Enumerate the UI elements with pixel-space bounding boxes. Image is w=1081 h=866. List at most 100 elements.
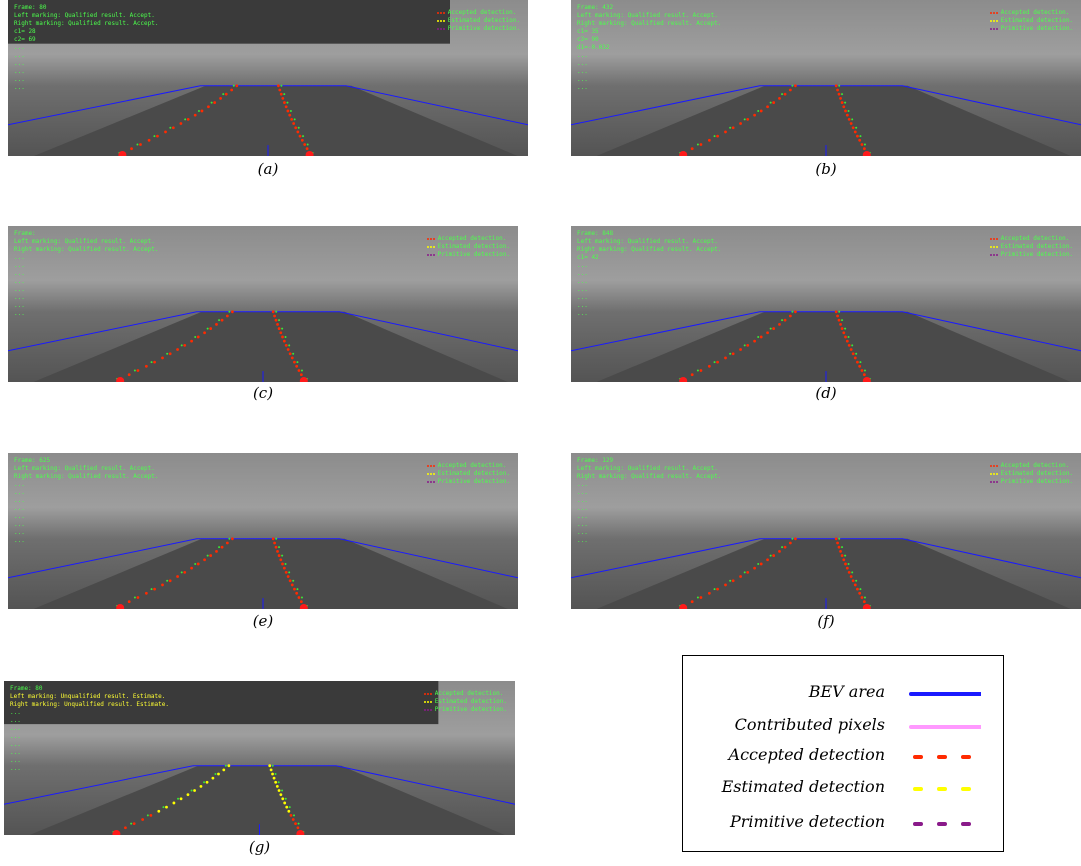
overlay-line: ... <box>14 521 25 528</box>
overpass <box>8 0 450 44</box>
frame-legend-label: Primitive detection. <box>437 251 510 258</box>
frame-legend-label: Estimated detection. <box>434 698 507 705</box>
detection-dot <box>753 339 756 343</box>
detection-dot <box>290 117 294 121</box>
detection-dot <box>295 364 299 368</box>
detection-dot <box>690 600 694 604</box>
frame-legend-label: Estimated detection. <box>447 17 520 24</box>
detection-dot <box>193 789 196 792</box>
detection-dot <box>842 331 846 335</box>
legend-dots <box>426 246 435 248</box>
detection-dot <box>219 96 222 100</box>
overlay-line: ... <box>577 497 588 504</box>
road-scene <box>8 537 518 609</box>
detection-dot <box>853 130 857 134</box>
detection-dot <box>766 331 769 335</box>
detection-dot <box>699 143 703 146</box>
primitive-dot <box>713 135 716 138</box>
legend-row: BEV area <box>683 682 1003 706</box>
legend-row: Accepted detection <box>683 745 1003 769</box>
frame-legend-row: Estimated detection. <box>426 470 510 478</box>
detection-dot <box>837 318 841 322</box>
primitive-dot <box>206 327 209 330</box>
detection-dot <box>778 322 781 326</box>
primitive-dot <box>289 109 292 112</box>
frame-legend-label: Estimated detection. <box>1000 17 1073 24</box>
detection-dot <box>783 545 787 549</box>
primitive-dot <box>838 84 841 87</box>
detection-dot <box>272 776 276 780</box>
detection-dot <box>183 343 187 347</box>
legend-dots <box>989 28 998 30</box>
overlay-line: ... <box>14 505 25 512</box>
legend-dots <box>423 701 432 703</box>
overlay-line: ... <box>10 733 21 740</box>
primitive-dot <box>729 126 732 129</box>
detection-dot <box>699 369 703 372</box>
detection-dot <box>222 768 226 772</box>
detection-dot <box>858 138 862 142</box>
frame-legend-row: Estimated detection. <box>989 470 1073 478</box>
primitive-dot <box>281 327 284 330</box>
primitive-dot <box>271 764 274 767</box>
detection-dot <box>156 134 159 138</box>
detection-dot <box>294 822 297 826</box>
detection-dot <box>853 356 857 360</box>
overlay-line: c2= 69 <box>14 36 36 43</box>
frame-legend-overlay: Accepted detection. Estimated detection. P… <box>989 462 1073 486</box>
panel-caption: (e) <box>252 612 274 630</box>
primitive-dot <box>791 84 794 87</box>
primitive-dot <box>278 319 281 322</box>
bev-area-line <box>571 85 1081 126</box>
overlay-line: ... <box>577 537 588 544</box>
detection-dot <box>127 373 131 377</box>
overlay-line: ... <box>14 270 25 277</box>
frame-info-overlay: Frame: 625 Left marking: Qualified result… <box>14 457 159 545</box>
overlay-line: Left marking: Qualified result. Accept. <box>14 12 155 19</box>
frame-legend-overlay: Accepted detection. Estimated detection. P… <box>436 9 520 33</box>
primitive-dot <box>288 344 291 347</box>
detection-dot <box>739 122 742 125</box>
frame-legend-label: Primitive detection. <box>447 25 520 32</box>
detection-dot <box>299 373 303 377</box>
detection-dot <box>844 109 847 113</box>
detection-dot <box>766 105 769 109</box>
overlay-line: Left marking: Qualified result. Accept. <box>14 465 155 472</box>
lane-base-marker <box>862 377 871 382</box>
detection-dot <box>127 600 131 604</box>
primitive-dot <box>847 109 850 112</box>
frame-legend-label: Accepted detection. <box>1000 235 1070 242</box>
primitive-dot <box>228 537 231 540</box>
legend-dots <box>989 20 998 22</box>
detection-dot <box>772 554 776 557</box>
road-surface <box>33 538 508 609</box>
detection-dot <box>231 310 234 314</box>
detection-dot <box>281 562 284 566</box>
detection-dot <box>144 364 148 368</box>
overlay-line: ... <box>10 749 21 756</box>
detection-dot <box>196 562 200 566</box>
detection-dot <box>278 88 282 92</box>
detection-dot <box>840 554 844 557</box>
overlay-line: ... <box>577 513 588 520</box>
road-surface <box>596 538 1071 609</box>
detection-dot <box>788 541 792 545</box>
primitive-dot <box>300 369 303 372</box>
overlay-line: ... <box>14 537 25 544</box>
frame-legend-row: Primitive detection. <box>436 25 520 33</box>
primitive-dot <box>855 579 858 582</box>
overlay-line: ... <box>14 68 25 75</box>
primitive-dot <box>218 319 221 322</box>
primitive-dot <box>292 352 295 355</box>
detection-dot <box>190 339 193 343</box>
primitive-dot <box>297 822 300 825</box>
primitive-dot <box>150 361 153 364</box>
panel-b: Frame: 432 Left marking: Qualified result… <box>571 0 1081 182</box>
primitive-dot <box>696 143 699 146</box>
overlay-line: ... <box>14 278 25 285</box>
primitive-dot <box>210 101 213 104</box>
bev-area-line <box>571 538 1081 579</box>
lane-base-marker <box>862 151 871 156</box>
overlay-line: d1=-0.032 <box>577 44 610 51</box>
primitive-dot <box>228 310 231 313</box>
